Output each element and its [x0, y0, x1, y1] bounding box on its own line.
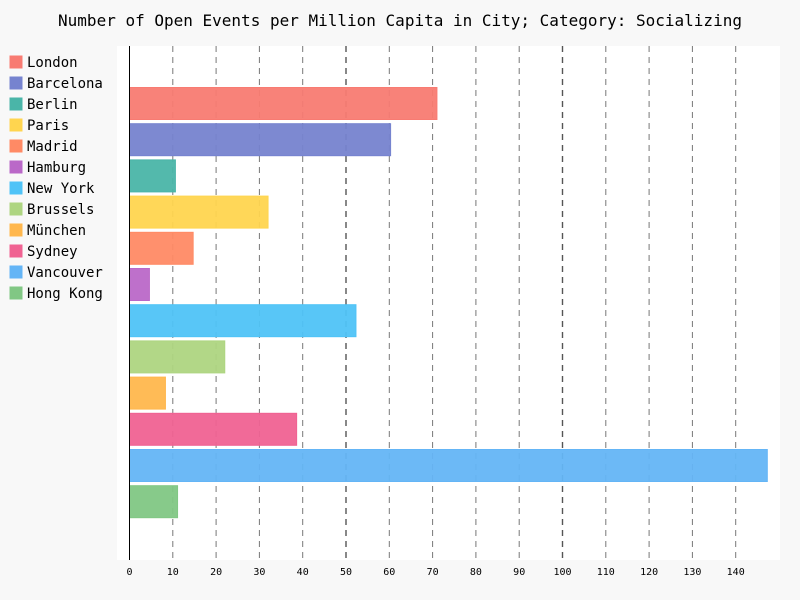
bar-berlin[interactable]: [129, 159, 176, 193]
legend-label-hamburg[interactable]: Hamburg: [27, 160, 86, 176]
x-tick-labels: 0 10 20 30 40 50 60 70 80 90 100 110 120 130 140: [126, 567, 744, 578]
bar-new-york[interactable]: [129, 304, 357, 338]
x-tick-label-110: 110: [597, 567, 615, 578]
legend-label-hong-kong[interactable]: Hong Kong: [27, 286, 103, 302]
legend-label-barcelona[interactable]: Barcelona: [27, 76, 103, 92]
bar-paris[interactable]: [129, 195, 269, 229]
legend-label-london[interactable]: London: [27, 55, 78, 71]
legend-swatch-vancouver[interactable]: [9, 265, 23, 279]
x-tick-label-10: 10: [167, 567, 179, 578]
bar-brussels[interactable]: [129, 340, 226, 374]
legend-swatch-barcelona[interactable]: [9, 76, 23, 90]
legend-label-madrid[interactable]: Madrid: [27, 139, 78, 155]
x-tick-label-70: 70: [427, 567, 439, 578]
x-tick-label-140: 140: [727, 567, 745, 578]
grid-lines: [172, 46, 737, 560]
bar-madrid[interactable]: [129, 231, 194, 265]
bar-vancouver[interactable]: [129, 449, 768, 482]
x-tick-label-30: 30: [253, 567, 265, 578]
legend-label-sydney[interactable]: Sydney: [27, 244, 78, 260]
legend-label-berlin[interactable]: Berlin: [27, 97, 78, 113]
legend-label-münchen[interactable]: München: [27, 223, 86, 239]
bar-hamburg[interactable]: [129, 268, 150, 301]
x-tick-label-120: 120: [640, 567, 658, 578]
legend-label-new-york[interactable]: New York: [27, 181, 95, 197]
bars: [129, 87, 768, 519]
x-tick-label-60: 60: [383, 567, 395, 578]
x-tick-label-90: 90: [513, 567, 525, 578]
bar-london[interactable]: [129, 87, 438, 120]
bar-barcelona[interactable]: [129, 123, 392, 157]
x-tick-label-20: 20: [210, 567, 222, 578]
legend-swatch-paris[interactable]: [9, 118, 23, 132]
x-tick-label-40: 40: [297, 567, 309, 578]
bar-münchen[interactable]: [129, 376, 166, 410]
bar-sydney[interactable]: [129, 412, 298, 446]
legend-label-paris[interactable]: Paris: [27, 118, 69, 134]
x-tick-label-0: 0: [126, 567, 132, 578]
legend-label-brussels[interactable]: Brussels: [27, 202, 94, 218]
legend-swatch-sydney[interactable]: [9, 244, 23, 258]
x-tick-label-50: 50: [340, 567, 352, 578]
legend-swatch-brussels[interactable]: [9, 202, 23, 216]
bar-hong-kong[interactable]: [129, 485, 179, 519]
legend-label-vancouver[interactable]: Vancouver: [27, 265, 103, 281]
legend-swatch-madrid[interactable]: [9, 139, 23, 153]
legend-swatch-berlin[interactable]: [9, 97, 23, 111]
legend-swatch-london[interactable]: [9, 55, 23, 69]
x-tick-label-80: 80: [470, 567, 482, 578]
legend-swatch-new-york[interactable]: [9, 181, 23, 195]
chart-title: Number of Open Events per Million Capita…: [58, 11, 742, 30]
legend: London Barcelona Berlin Paris Madrid Hamburg N…: [9, 55, 103, 302]
x-tick-label-100: 100: [553, 567, 571, 578]
legend-swatch-hong-kong[interactable]: [9, 286, 23, 300]
legend-swatch-hamburg[interactable]: [9, 160, 23, 174]
legend-swatch-münchen[interactable]: [9, 223, 23, 237]
x-tick-label-130: 130: [683, 567, 701, 578]
